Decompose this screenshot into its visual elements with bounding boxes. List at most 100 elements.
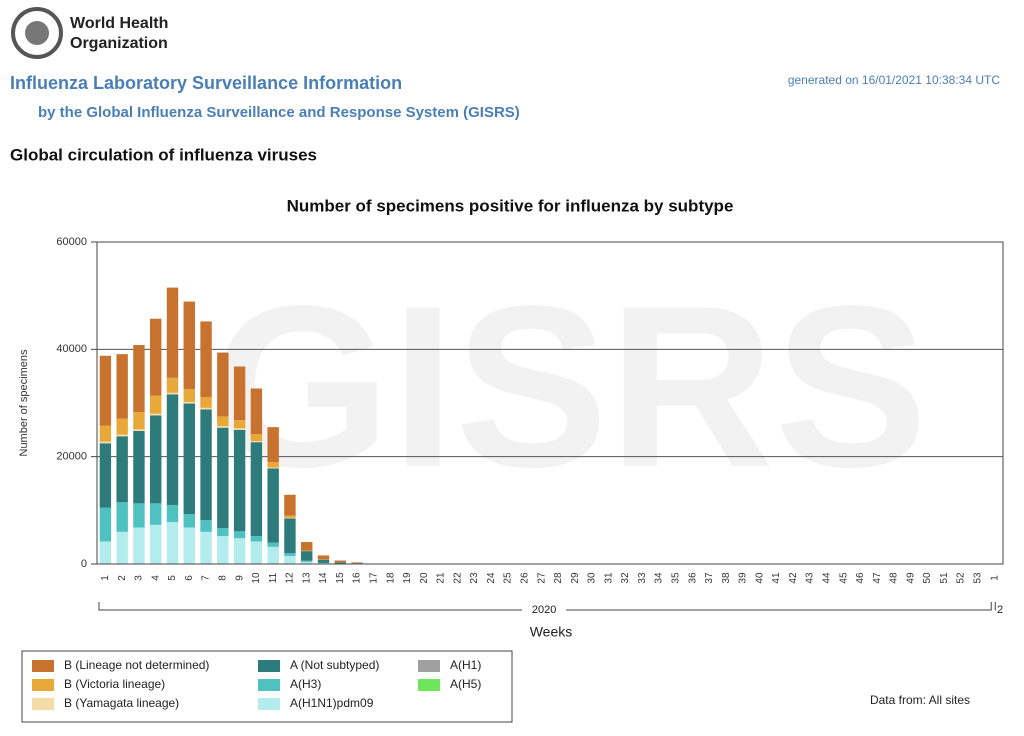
bar-segment <box>116 436 128 503</box>
x-tick-label: 34 <box>654 572 665 584</box>
x-tick-label: 1 <box>100 575 111 581</box>
bar-segment <box>217 427 229 529</box>
legend-swatch <box>258 698 280 710</box>
x-tick-label: 8 <box>217 575 228 581</box>
x-tick-label: 25 <box>503 572 514 584</box>
bar-segment <box>116 502 128 532</box>
org-name: World Health <box>70 15 168 32</box>
page-title: Influenza Laboratory Surveillance Inform… <box>10 73 402 93</box>
legend-swatch <box>258 660 280 672</box>
bar-segment <box>317 559 330 563</box>
bar-segment <box>217 416 229 427</box>
x-tick-label: 39 <box>738 572 749 584</box>
legend-swatch <box>418 660 440 672</box>
bar-segment <box>133 412 145 430</box>
bar-segment <box>200 321 212 398</box>
x-tick-label: 14 <box>318 572 329 584</box>
x-tick-label: 35 <box>670 572 681 584</box>
bar-segment <box>250 441 263 443</box>
legend-label: A(H5) <box>450 677 481 691</box>
bar-segment <box>233 531 246 539</box>
bar-segment <box>267 542 279 547</box>
bar-segment <box>183 527 195 564</box>
bar-segment <box>150 524 162 564</box>
bar-segment <box>250 442 263 537</box>
bar-segment <box>284 515 296 518</box>
logo <box>11 7 63 59</box>
x-tick-label: 29 <box>570 572 581 584</box>
bar-segment <box>99 355 112 426</box>
bar-segment <box>233 428 246 430</box>
x-tick-label: 24 <box>486 572 497 584</box>
x-tick-label: 50 <box>922 572 933 584</box>
bar-segment <box>99 425 112 442</box>
x-tick-label: 48 <box>889 572 900 584</box>
bar-segment <box>250 388 263 435</box>
bar-segment <box>166 392 179 395</box>
bar-segment <box>233 538 246 564</box>
bar-segment <box>284 494 296 516</box>
y-axis-label: Number of specimens <box>18 349 30 456</box>
x-tick-label: 23 <box>469 572 480 584</box>
x-tick-label: 51 <box>939 572 950 584</box>
bar-segment <box>284 555 296 564</box>
x-tick-label: 3 <box>134 575 145 581</box>
bar-segment <box>217 536 229 564</box>
x-tick-label: 2 <box>117 575 128 581</box>
bar-segment <box>99 507 112 542</box>
bar-segment <box>183 403 195 515</box>
plot-frame <box>96 241 1004 565</box>
x-tick-label: 9 <box>234 575 245 581</box>
bar-segment <box>267 462 279 468</box>
bar-segment <box>200 531 212 564</box>
x-tick-label: 15 <box>335 572 346 584</box>
x-tick-label: 30 <box>587 572 598 584</box>
generated-time: generated on 16/01/2021 10:38:34 UTC <box>788 73 1000 87</box>
legend-label: B (Yamagata lineage) <box>64 696 179 710</box>
group-label-bg <box>522 602 567 618</box>
x-tick-label: 4 <box>150 575 161 581</box>
bar-segment <box>267 427 279 463</box>
x-tick-label: 17 <box>368 572 379 584</box>
legend-swatch <box>258 679 280 691</box>
x-tick-label: 47 <box>872 572 883 584</box>
x-tick-label: 6 <box>184 575 195 581</box>
bar-segment <box>267 546 279 564</box>
x-tick-label: 32 <box>620 572 631 584</box>
watermark: GISRS <box>212 258 928 515</box>
x-tick-label: 28 <box>553 572 564 584</box>
legend-label: A(H3) <box>290 677 321 691</box>
x-tick-label: 43 <box>805 572 816 584</box>
legend-label: A (Not subtyped) <box>290 658 379 672</box>
bar-segment <box>133 503 145 528</box>
bar-segment <box>200 409 212 520</box>
x-tick-label: 11 <box>268 572 279 583</box>
source-note: Data from: All sites <box>870 693 970 707</box>
bar-segment <box>233 429 246 532</box>
page-subtitle: by the Global Influenza Surveillance and… <box>38 104 520 121</box>
bar-segment <box>301 551 313 561</box>
bar-segment <box>150 503 162 525</box>
bar-segment <box>116 531 128 564</box>
bar-segment <box>133 429 145 431</box>
x-tick-label: 40 <box>754 572 765 584</box>
x-tick-label: 13 <box>301 572 312 584</box>
legend-swatch <box>418 679 440 691</box>
x-tick-label: 12 <box>285 572 296 584</box>
x-tick-label: 18 <box>385 572 396 584</box>
bar-segment <box>250 434 263 442</box>
legend-swatch <box>32 698 54 710</box>
bar-segment <box>217 528 229 537</box>
x-tick-label: 1 <box>989 575 1000 581</box>
x-tick-label: 46 <box>855 572 866 584</box>
y-tick-label: 20000 <box>56 451 87 463</box>
x-tick-label: 22 <box>452 572 463 584</box>
bar-segment <box>116 354 128 419</box>
bar-segment <box>200 397 212 408</box>
bar-segment <box>301 560 313 562</box>
bar-segment <box>150 395 162 414</box>
bar-segment <box>267 468 279 543</box>
